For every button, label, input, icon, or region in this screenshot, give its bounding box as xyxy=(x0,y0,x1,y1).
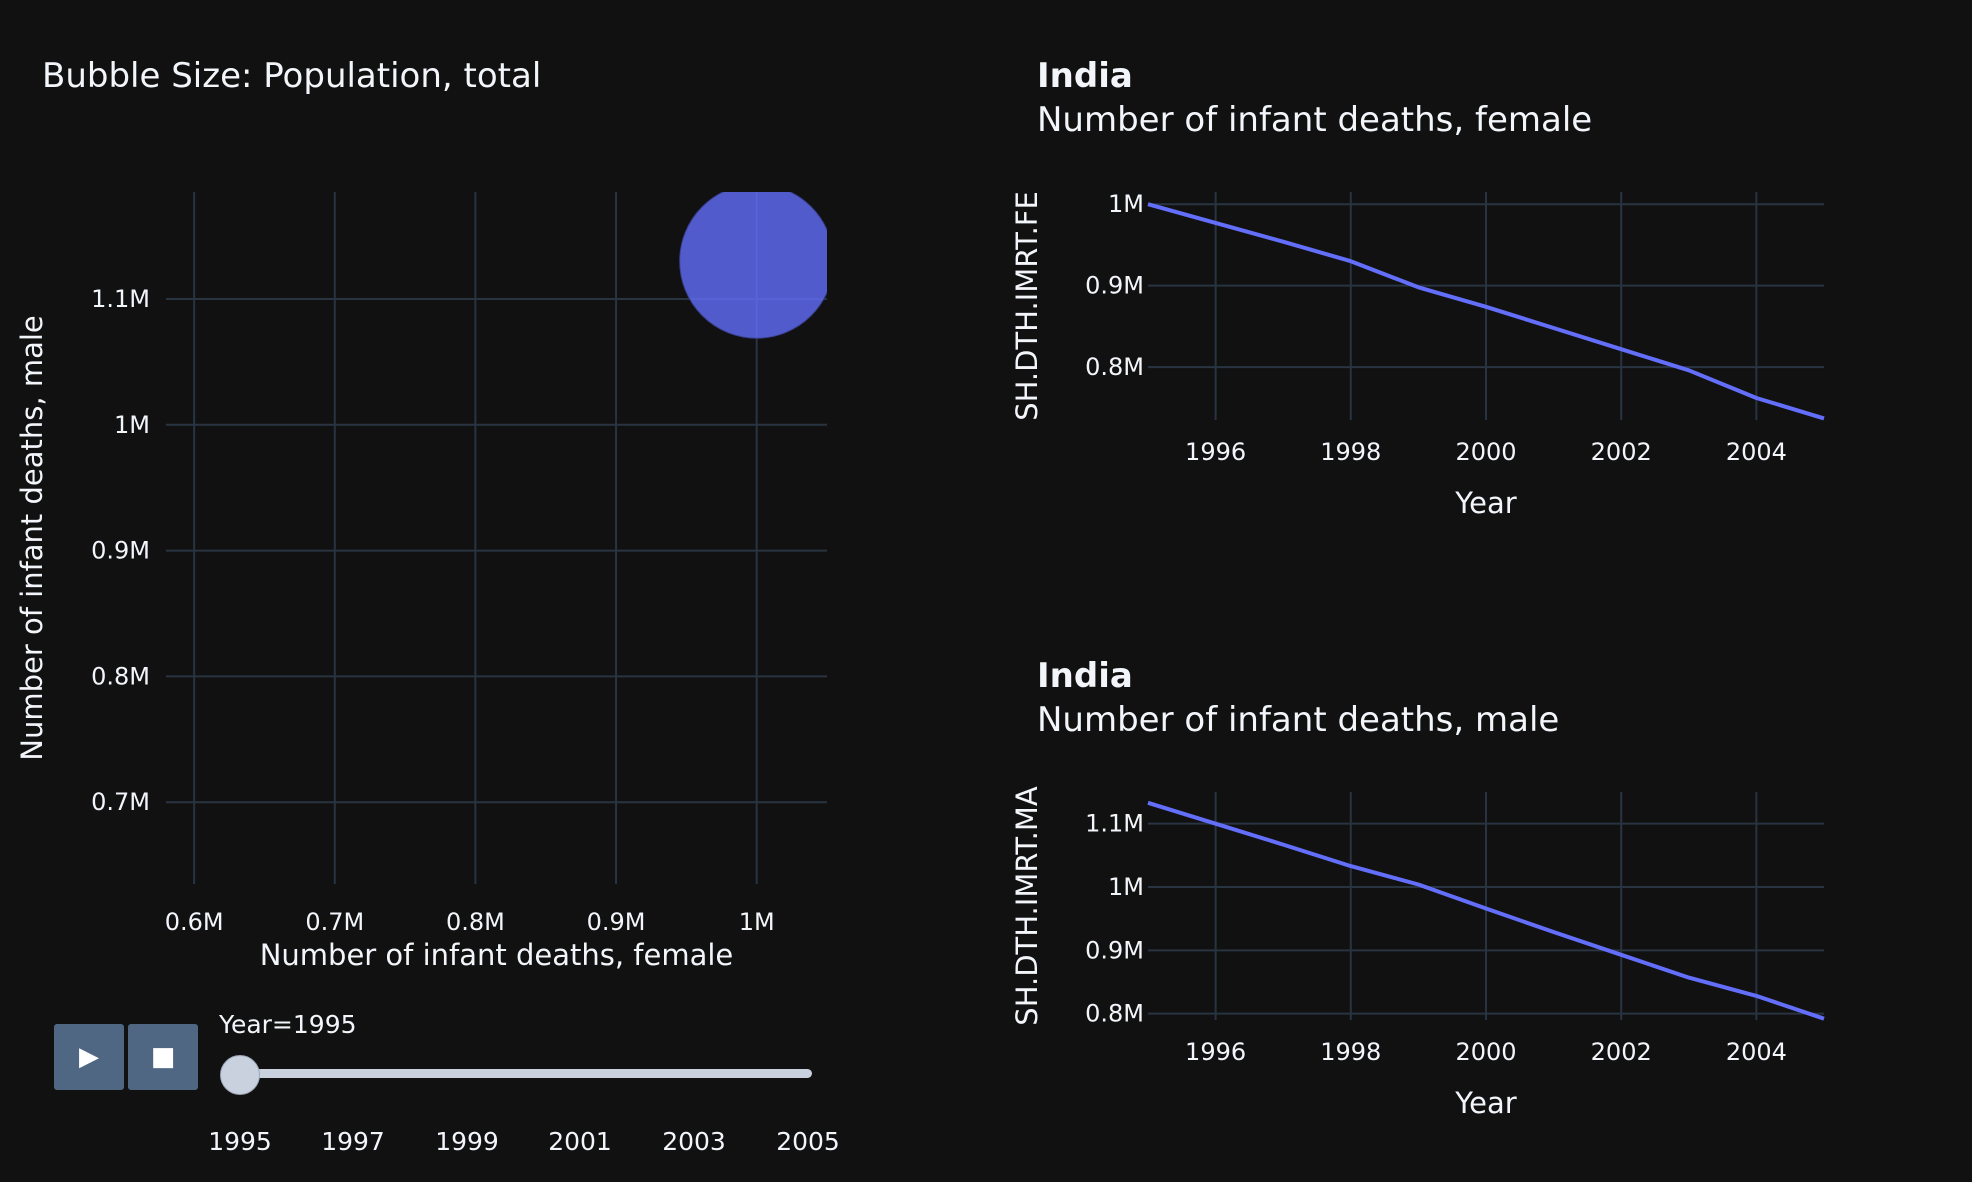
x-tick-label: 0.7M xyxy=(305,908,364,936)
x-axis-title: Year xyxy=(1454,486,1516,520)
x-tick-label: 1996 xyxy=(1185,1038,1246,1066)
slider-tick-label: 2005 xyxy=(776,1127,840,1156)
y-axis-title: SH.DTH.IMRT.MA xyxy=(1010,786,1044,1026)
x-tick-label: 0.8M xyxy=(446,908,505,936)
slider-tick-label: 1999 xyxy=(435,1127,499,1156)
play-icon: ▶ xyxy=(79,1042,99,1072)
male-line-chart: 1996 1998 2000 2002 2004 0.8M 0.9M 1M 1.1M Year SH… xyxy=(1010,786,1825,1120)
x-tick-label: 2000 xyxy=(1455,438,1516,466)
male-chart-subtitle: Number of infant deaths, male xyxy=(1037,700,1560,740)
play-button[interactable]: ▶ xyxy=(54,1024,124,1090)
slider-tick-label: 1997 xyxy=(321,1127,385,1156)
x-axis-title: Number of infant deaths, female xyxy=(260,938,734,972)
stop-button[interactable]: ■ xyxy=(128,1024,198,1090)
series-line xyxy=(1147,800,1825,1021)
bubble-point xyxy=(679,192,827,339)
y-tick-label: 0.9M xyxy=(1085,272,1144,300)
y-tick-label: 1M xyxy=(1108,873,1144,901)
y-tick-label: 0.8M xyxy=(1085,1000,1144,1028)
y-axis-title: SH.DTH.IMRT.FE xyxy=(1010,191,1044,421)
x-axis-title: Year xyxy=(1454,1086,1516,1120)
y-tick-label: 1.1M xyxy=(91,285,150,313)
x-tick-label: 2002 xyxy=(1591,1038,1652,1066)
y-tick-label: 1M xyxy=(1108,190,1144,218)
y-tick-label: 0.8M xyxy=(1085,353,1144,381)
y-tick-label: 0.9M xyxy=(91,537,150,565)
female-chart-subtitle: Number of infant deaths, female xyxy=(1037,100,1593,140)
female-chart-title: India xyxy=(1037,56,1133,96)
x-tick-label: 1M xyxy=(739,908,775,936)
stop-icon: ■ xyxy=(150,1042,176,1072)
x-tick-label: 2004 xyxy=(1726,1038,1787,1066)
year-slider-track[interactable] xyxy=(237,1069,812,1078)
year-slider-handle[interactable] xyxy=(220,1055,260,1095)
slider-tick-label: 2003 xyxy=(662,1127,726,1156)
x-tick-label: 0.6M xyxy=(165,908,224,936)
y-tick-label: 0.7M xyxy=(91,788,150,816)
slider-tick-label: 2001 xyxy=(548,1127,612,1156)
slider-tick-label: 1995 xyxy=(208,1127,272,1156)
x-tick-label: 1996 xyxy=(1185,438,1246,466)
y-axis-title: Number of infant deaths, male xyxy=(15,315,49,761)
y-tick-label: 1.1M xyxy=(1085,810,1144,838)
x-tick-label: 2004 xyxy=(1726,438,1787,466)
x-tick-label: 0.9M xyxy=(587,908,646,936)
male-chart-title: India xyxy=(1037,656,1133,696)
series-line xyxy=(1147,202,1825,421)
x-tick-label: 1998 xyxy=(1320,1038,1381,1066)
y-tick-label: 0.9M xyxy=(1085,936,1144,964)
x-tick-label: 1998 xyxy=(1320,438,1381,466)
x-tick-label: 2002 xyxy=(1591,438,1652,466)
bubble-chart: 0.6M 0.7M 0.8M 0.9M 1M 0.7M 0.8M 0.9M 1M 1.1M Numb… xyxy=(15,192,827,972)
scatter-title: Bubble Size: Population, total xyxy=(42,56,542,96)
female-line-chart: 1996 1998 2000 2002 2004 0.8M 0.9M 1M Year SH.DTH… xyxy=(1010,190,1825,520)
y-tick-label: 1M xyxy=(114,411,150,439)
y-tick-label: 0.8M xyxy=(91,662,150,690)
slider-current-value: Year=1995 xyxy=(219,1010,357,1039)
x-tick-label: 2000 xyxy=(1455,1038,1516,1066)
